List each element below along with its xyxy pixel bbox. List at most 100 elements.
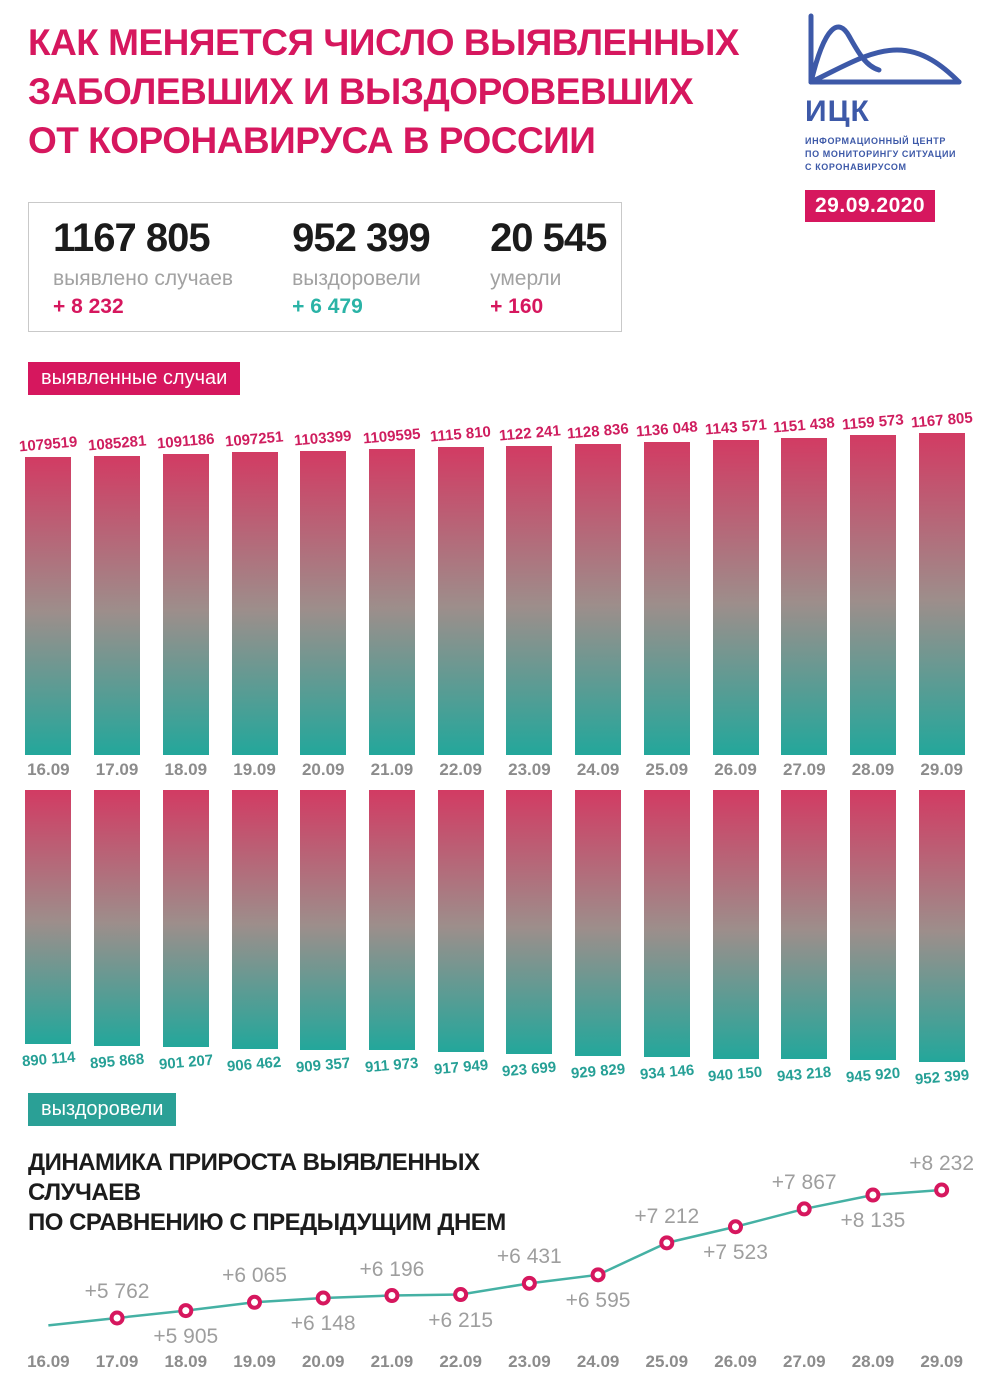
data-point-marker [247,1294,262,1310]
bar-column: 890 114 [14,790,83,1090]
bar-value-label: 934 146 [639,1061,695,1084]
bar [643,790,690,1057]
bar-value-label: 1109595 [362,425,422,448]
bar-column: 1122 241 [495,396,564,755]
date-label: 27.09 [782,760,826,779]
bar-column: 1159 573 [839,396,908,755]
bar-column: 906 462 [220,790,289,1090]
bar-column: 1085281 [83,396,152,755]
date-badge: 29.09.2020 [805,190,936,222]
bar [231,790,278,1049]
bar [712,440,759,755]
bar-value-label: 1091186 [156,430,216,453]
bar [781,438,828,755]
bar-value-label: 1079519 [18,433,79,456]
line-point-label: +7 523 [703,1240,768,1264]
bar [94,790,141,1046]
bar-column: 1079519 [14,396,83,755]
line-point-label: +6 431 [496,1245,562,1269]
bar-column: 1097251 [220,396,289,755]
bar-value-label: 1167 805 [910,409,974,432]
stat-deaths: 20 545 умерли + 160 [466,216,621,319]
stat-value: 20 545 [490,215,607,260]
bar-column: 943 218 [770,790,839,1090]
stat-delta: + 8 232 [53,294,124,318]
bar-value-label: 1128 836 [566,420,630,443]
bar [162,790,209,1047]
date-label: 27.09 [782,1352,826,1371]
line-point-label: +5 905 [153,1324,219,1348]
line-point-label: +5 762 [84,1280,150,1303]
bar-value-label: 923 699 [501,1058,558,1081]
data-point-marker [315,1290,331,1306]
bar-value-label: 1103399 [293,427,353,450]
line-point-label: +6 215 [428,1308,494,1332]
bar-column: 1091186 [151,396,220,755]
bar-value-label: 890 114 [21,1048,76,1071]
bar [506,790,553,1054]
date-label: 19.09 [233,760,276,779]
date-label: 24.09 [576,760,620,779]
bar-column: 911 973 [358,790,427,1090]
bar-column: 917 949 [426,790,495,1090]
org-logo: ИЦК ИНФОРМАЦИОННЫЙ ЦЕНТР ПО МОНИТОРИНГУ … [805,10,975,222]
data-point-marker [934,1182,950,1198]
bar-column: 929 829 [564,790,633,1090]
line-point-label: +6 065 [222,1264,287,1288]
logo-abbr: ИЦК [805,95,870,128]
bar-column: 952 399 [907,790,976,1090]
bar-value-label: 1143 571 [704,416,768,439]
stat-recovered: 952 399 выздоровели + 6 479 [268,216,466,319]
bar-column: 1143 571 [701,396,770,755]
bar-value-label: 917 949 [432,1056,489,1079]
date-label: 16.09 [27,1352,70,1371]
bar-column: 923 699 [495,790,564,1090]
date-label: 23.09 [508,760,551,779]
bar-column: 901 207 [151,790,220,1090]
date-label: 17.09 [95,1352,139,1371]
dates-axis: 16.09 17.09 18.09 19.09 20.09 21.09 22.09 23.09… [14,1352,976,1372]
data-point-marker [453,1287,469,1303]
bar-column: 1167 805 [907,396,976,755]
recovered-bar-chart: 890 114 895 868 901 207 906 462 909 357 911 9… [14,790,976,1090]
date-label: 22.09 [439,1352,482,1371]
growth-chart-title: ДИНАМИКА ПРИРОСТА ВЫЯВЛЕННЫХ СЛУЧАЕВ ПО … [28,1148,588,1238]
daily-increase-line-chart: +5 762 +5 905 +6 065 +6 148 +6 196 +6 215 +6 4… [14,1148,976,1348]
date-label: 21.09 [370,760,414,779]
line-point-label: +6 595 [565,1288,631,1312]
bar-value-label: 1136 048 [635,418,699,441]
bar [643,442,690,755]
date-label: 29.09 [920,1352,963,1371]
date-label: 24.09 [576,1352,620,1371]
line-point-label: +8 135 [840,1209,906,1233]
data-point-marker [521,1275,537,1291]
bar [25,457,72,755]
line-point-label: +8 232 [909,1152,975,1175]
bar-value-label: 940 150 [707,1063,764,1086]
bar [25,790,72,1044]
bar-value-label: 1085281 [87,432,147,455]
page-title: КАК МЕНЯЕТСЯ ЧИСЛО ВЫЯВЛЕННЫХ ЗАБОЛЕВШИХ… [28,18,748,165]
recovered-badge: выздоровели [28,1093,177,1126]
date-label: 17.09 [95,760,139,779]
bar [575,444,622,755]
bar-value-label: 895 868 [89,1050,145,1073]
date-label: 26.09 [714,760,757,779]
page-title-line: ЗАБОЛЕВШИХ И ВЫЗДОРОВЕВШИХ [28,71,694,112]
summary-stats-panel: 1167 805 выявлено случаев + 8 232 952 39… [28,202,622,332]
data-point-marker [178,1303,194,1319]
stat-value: 1167 805 [53,215,211,260]
bar [849,435,896,755]
bar-column: 1115 810 [426,396,495,755]
growth-title-line: ПО СРАВНЕНИЮ С ПРЕДЫДУЩИМ ДНЕМ [28,1209,506,1236]
date-label: 29.09 [920,760,963,779]
data-point-marker [384,1288,400,1304]
page-title-line: КАК МЕНЯЕТСЯ ЧИСЛО ВЫЯВЛЕННЫХ [28,22,740,63]
line-point-label: +6 148 [290,1311,356,1335]
line-point-label: +7 212 [634,1204,700,1228]
bar-column: 1136 048 [632,396,701,755]
stat-label: выздоровели [292,266,421,290]
bar-value-label: 906 462 [226,1053,283,1076]
stat-delta: + 160 [490,294,544,318]
bar-value-label: 1122 241 [497,422,561,445]
